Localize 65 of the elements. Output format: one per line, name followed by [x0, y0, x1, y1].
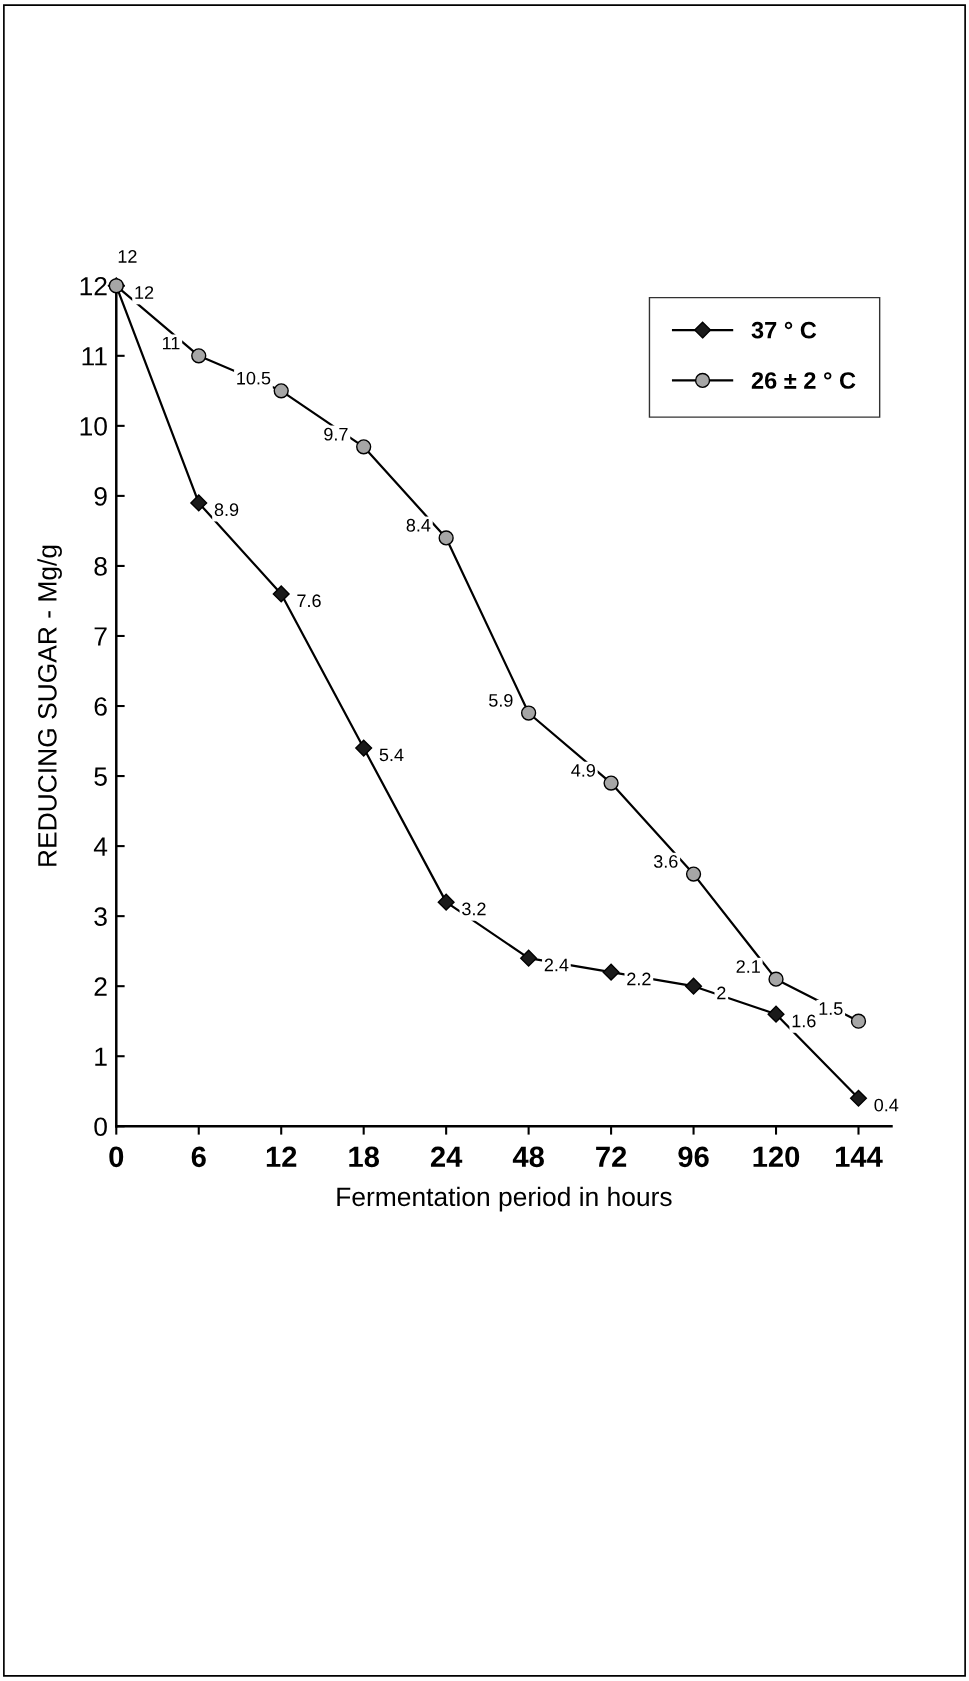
- y-tick-label: 9: [94, 487, 107, 506]
- data-label: 10.5: [237, 371, 271, 385]
- point: [438, 530, 454, 546]
- y-tick-label: 1: [95, 1047, 107, 1066]
- x-tick-label: 96: [678, 1146, 709, 1168]
- x-tick-label: 12: [266, 1146, 297, 1167]
- legend-label: 37 ° C: [751, 321, 817, 339]
- y-tick-label: 6: [94, 697, 107, 716]
- y-axis-title: REDUCING SUGAR - Mg/g: [37, 545, 62, 866]
- y-tick-label: 0: [94, 1117, 107, 1137]
- point: [520, 949, 538, 967]
- point: [767, 1005, 785, 1023]
- data-label: 11: [162, 336, 180, 350]
- y-tick-label: 4: [93, 837, 108, 856]
- y-tick-label: 12: [80, 276, 107, 296]
- y-tick-label: 2: [94, 977, 107, 996]
- y-tick-label: 5: [94, 767, 107, 786]
- data-label: 2: [717, 986, 726, 1000]
- point: [191, 348, 207, 364]
- x-tick-label: 24: [430, 1146, 463, 1167]
- x-tick-label: 144: [836, 1146, 883, 1167]
- point: [355, 739, 373, 757]
- data-label: 1.5: [819, 1002, 843, 1015]
- data-label: 2.1: [736, 960, 760, 973]
- x-tick-label: 18: [349, 1146, 380, 1168]
- point: [849, 1089, 868, 1107]
- x-tick-label: 120: [753, 1146, 800, 1168]
- y-tick-label: 8: [94, 557, 107, 576]
- y-tick-label: 7: [94, 627, 107, 646]
- point: [520, 705, 537, 721]
- data-label: 5.9: [489, 693, 513, 707]
- data-label: 9.7: [324, 427, 348, 441]
- point: [685, 977, 703, 995]
- point: [850, 1013, 867, 1029]
- data-label: 2.2: [627, 972, 651, 986]
- data-label: 12: [118, 250, 137, 263]
- data-label: 8.4: [406, 518, 431, 532]
- data-label: 3.6: [653, 855, 678, 868]
- point: [685, 866, 702, 882]
- data-label: 3.2: [462, 902, 486, 916]
- data-label: 4.9: [571, 764, 596, 777]
- x-tick-label: 6: [191, 1146, 206, 1168]
- point: [356, 439, 372, 455]
- point: [602, 963, 620, 981]
- data-label: 5.4: [379, 748, 404, 762]
- data-label: 12: [135, 286, 154, 299]
- data-label: 1.6: [792, 1014, 816, 1028]
- y-tick-label: 10: [80, 416, 107, 436]
- point: [190, 494, 208, 512]
- legend-label: 26 ± 2 ° C: [751, 372, 856, 389]
- point: [437, 893, 455, 911]
- y-tick-label: 11: [82, 347, 107, 366]
- x-tick-label: 48: [512, 1146, 544, 1168]
- data-label: 7.6: [297, 594, 321, 608]
- point: [273, 383, 289, 399]
- y-tick-label: 3: [94, 907, 107, 926]
- point: [272, 585, 290, 603]
- data-label: 2.4: [544, 958, 569, 972]
- x-axis-title: Fermentation period in hours: [337, 1186, 672, 1212]
- point: [768, 971, 784, 987]
- x-tick-label: 72: [596, 1146, 627, 1167]
- data-label: 0.4: [874, 1098, 899, 1112]
- point: [603, 775, 619, 791]
- x-tick-label: 0: [109, 1146, 124, 1168]
- data-label: 8.9: [214, 503, 239, 517]
